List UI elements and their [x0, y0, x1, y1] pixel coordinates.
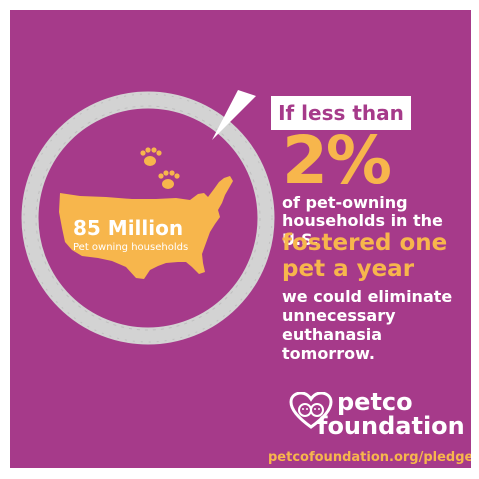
message-line-1: of pet-owning [282, 193, 408, 212]
ring-texture-2 [23, 93, 273, 343]
logo-text-foundation: foundation [317, 412, 465, 440]
logo-text-petco: petco [337, 388, 413, 416]
intro-banner: If less than [271, 96, 411, 130]
highlight-line-2: pet a year [282, 256, 415, 282]
households-label: Pet owning households [73, 242, 189, 253]
heart-cat-dog-icon [289, 392, 333, 429]
households-count: 85 Million [73, 216, 184, 240]
highlight-line-1: fostered one [282, 230, 448, 256]
message-line-5: euthanasia tomorrow. [282, 325, 383, 363]
stat-percent: 2% [282, 122, 392, 199]
message-line-3: we could eliminate [282, 287, 453, 306]
usa-map-icon [59, 176, 233, 279]
petco-foundation-logo: petco foundation [289, 388, 465, 448]
speech-pointer [212, 90, 256, 140]
ring-shape [21, 91, 275, 345]
ring-texture-1 [35, 105, 261, 331]
message-line-2: households in the U.S. [282, 211, 443, 249]
message-line-4: unnecessary [282, 306, 396, 325]
artwork [21, 90, 275, 345]
paw-icon [140, 147, 162, 166]
paw-icon [158, 170, 180, 189]
pledge-url[interactable]: petcofoundation.org/pledge [268, 450, 471, 465]
infographic-card: 85 Million Pet owning households If less… [10, 10, 471, 468]
